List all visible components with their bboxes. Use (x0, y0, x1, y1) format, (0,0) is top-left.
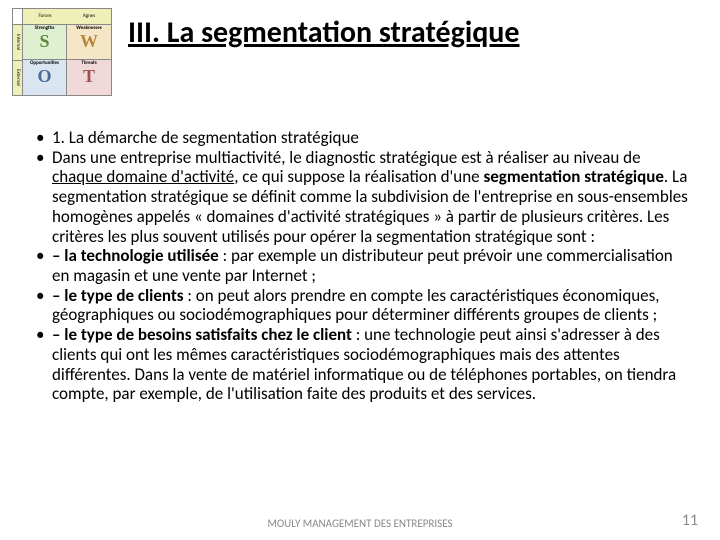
swot-cell-opportunities: Opportunities O (23, 60, 67, 95)
bullet-item: Dans une entreprise multiactivité, le di… (36, 148, 690, 247)
swot-top-label: Forces (23, 9, 67, 25)
swot-cell-strengths: Strengths S (23, 25, 67, 60)
swot-side-label: External (13, 61, 23, 96)
bullet-list: 1. La démarche de segmentation stratégiq… (36, 128, 690, 404)
slide: Forces Agnes Internal External Strengths… (0, 0, 720, 540)
slide-content: 1. La démarche de segmentation stratégiq… (12, 96, 700, 404)
swot-matrix-thumbnail: Forces Agnes Internal External Strengths… (12, 8, 112, 96)
slide-title: III. La segmentation stratégique (120, 8, 520, 51)
bullet-item: 1. La démarche de segmentation stratégiq… (36, 128, 690, 148)
header-row: Forces Agnes Internal External Strengths… (12, 8, 700, 96)
bullet-item: – le type de besoins satisfaits chez le … (36, 325, 690, 404)
swot-top-label: Agnes (67, 9, 111, 25)
page-number: 11 (682, 511, 698, 530)
footer-text: MOULY MANAGEMENT DES ENTREPRISES (0, 517, 720, 530)
bullet-item: – la technologie utilisée : par exemple … (36, 246, 690, 285)
swot-cell-weaknesses: Weaknesses W (67, 25, 111, 60)
swot-side-label: Internal (13, 25, 23, 61)
bullet-item: – le type de clients : on peut alors pre… (36, 286, 690, 325)
swot-cell-threats: Threats T (67, 60, 111, 95)
